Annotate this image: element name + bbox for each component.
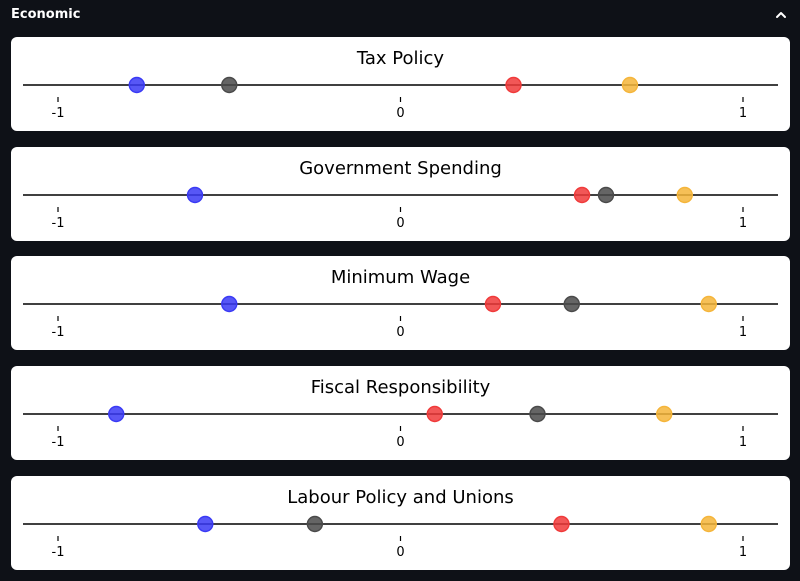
tick-label: -1 — [52, 106, 65, 121]
chart-title: Government Spending — [299, 158, 502, 179]
tick-label: 1 — [739, 106, 747, 121]
data-point-orange — [621, 76, 639, 94]
tick-label: 0 — [396, 106, 404, 121]
data-point-blue — [186, 186, 204, 204]
data-point-orange — [676, 186, 693, 204]
chart-title: Fiscal Responsibility — [311, 377, 491, 398]
chart-panel: Fiscal Responsibility -1 0 1 — [11, 366, 790, 460]
chart-panel: Minimum Wage -1 0 1 — [11, 256, 790, 350]
data-point-blue — [221, 295, 238, 313]
data-point-blue — [128, 76, 145, 94]
data-point-red — [484, 295, 502, 313]
chart-panel: Tax Policy -1 0 1 — [11, 37, 790, 131]
chevron-up-icon[interactable] — [774, 8, 788, 22]
data-point-gray — [563, 295, 580, 313]
chart-svg: Tax Policy -1 0 1 — [23, 48, 778, 121]
data-point-orange — [700, 295, 717, 313]
data-point-orange — [700, 515, 717, 533]
tick-label: -1 — [52, 435, 65, 450]
section-header[interactable]: Economic — [0, 0, 800, 32]
tick-label: 1 — [739, 545, 747, 560]
data-point-red — [553, 515, 570, 533]
tick-label: 0 — [396, 325, 404, 340]
data-point-red — [505, 76, 522, 94]
tick-label: 1 — [739, 216, 747, 231]
tick-label: 1 — [739, 325, 747, 340]
data-point-blue — [197, 515, 214, 533]
tick-label: -1 — [52, 325, 65, 340]
data-point-gray — [221, 76, 238, 94]
tick-label: 0 — [396, 435, 404, 450]
chart-title: Labour Policy and Unions — [287, 487, 514, 508]
tick-label: -1 — [52, 216, 65, 231]
chart-svg: Government Spending -1 0 1 — [23, 158, 778, 231]
chart-panel: Government Spending -1 0 1 — [11, 147, 790, 241]
data-point-gray — [306, 515, 324, 533]
chart-svg: Fiscal Responsibility -1 0 1 — [23, 377, 778, 450]
chart-title: Tax Policy — [356, 48, 445, 69]
data-point-orange — [656, 405, 673, 423]
tick-label: 0 — [396, 216, 404, 231]
data-point-red — [426, 405, 443, 423]
data-point-gray — [529, 405, 546, 423]
tick-label: 0 — [396, 545, 404, 560]
tick-label: 1 — [739, 435, 747, 450]
chart-title: Minimum Wage — [331, 267, 470, 288]
data-point-blue — [108, 405, 125, 423]
section-title: Economic — [11, 7, 81, 22]
tick-label: -1 — [52, 545, 65, 560]
chart-svg: Labour Policy and Unions -1 0 1 — [23, 487, 778, 560]
data-point-gray — [597, 186, 615, 204]
chart-svg: Minimum Wage -1 0 1 — [23, 267, 778, 340]
chart-panel: Labour Policy and Unions -1 0 1 — [11, 476, 790, 570]
data-point-red — [573, 186, 591, 204]
